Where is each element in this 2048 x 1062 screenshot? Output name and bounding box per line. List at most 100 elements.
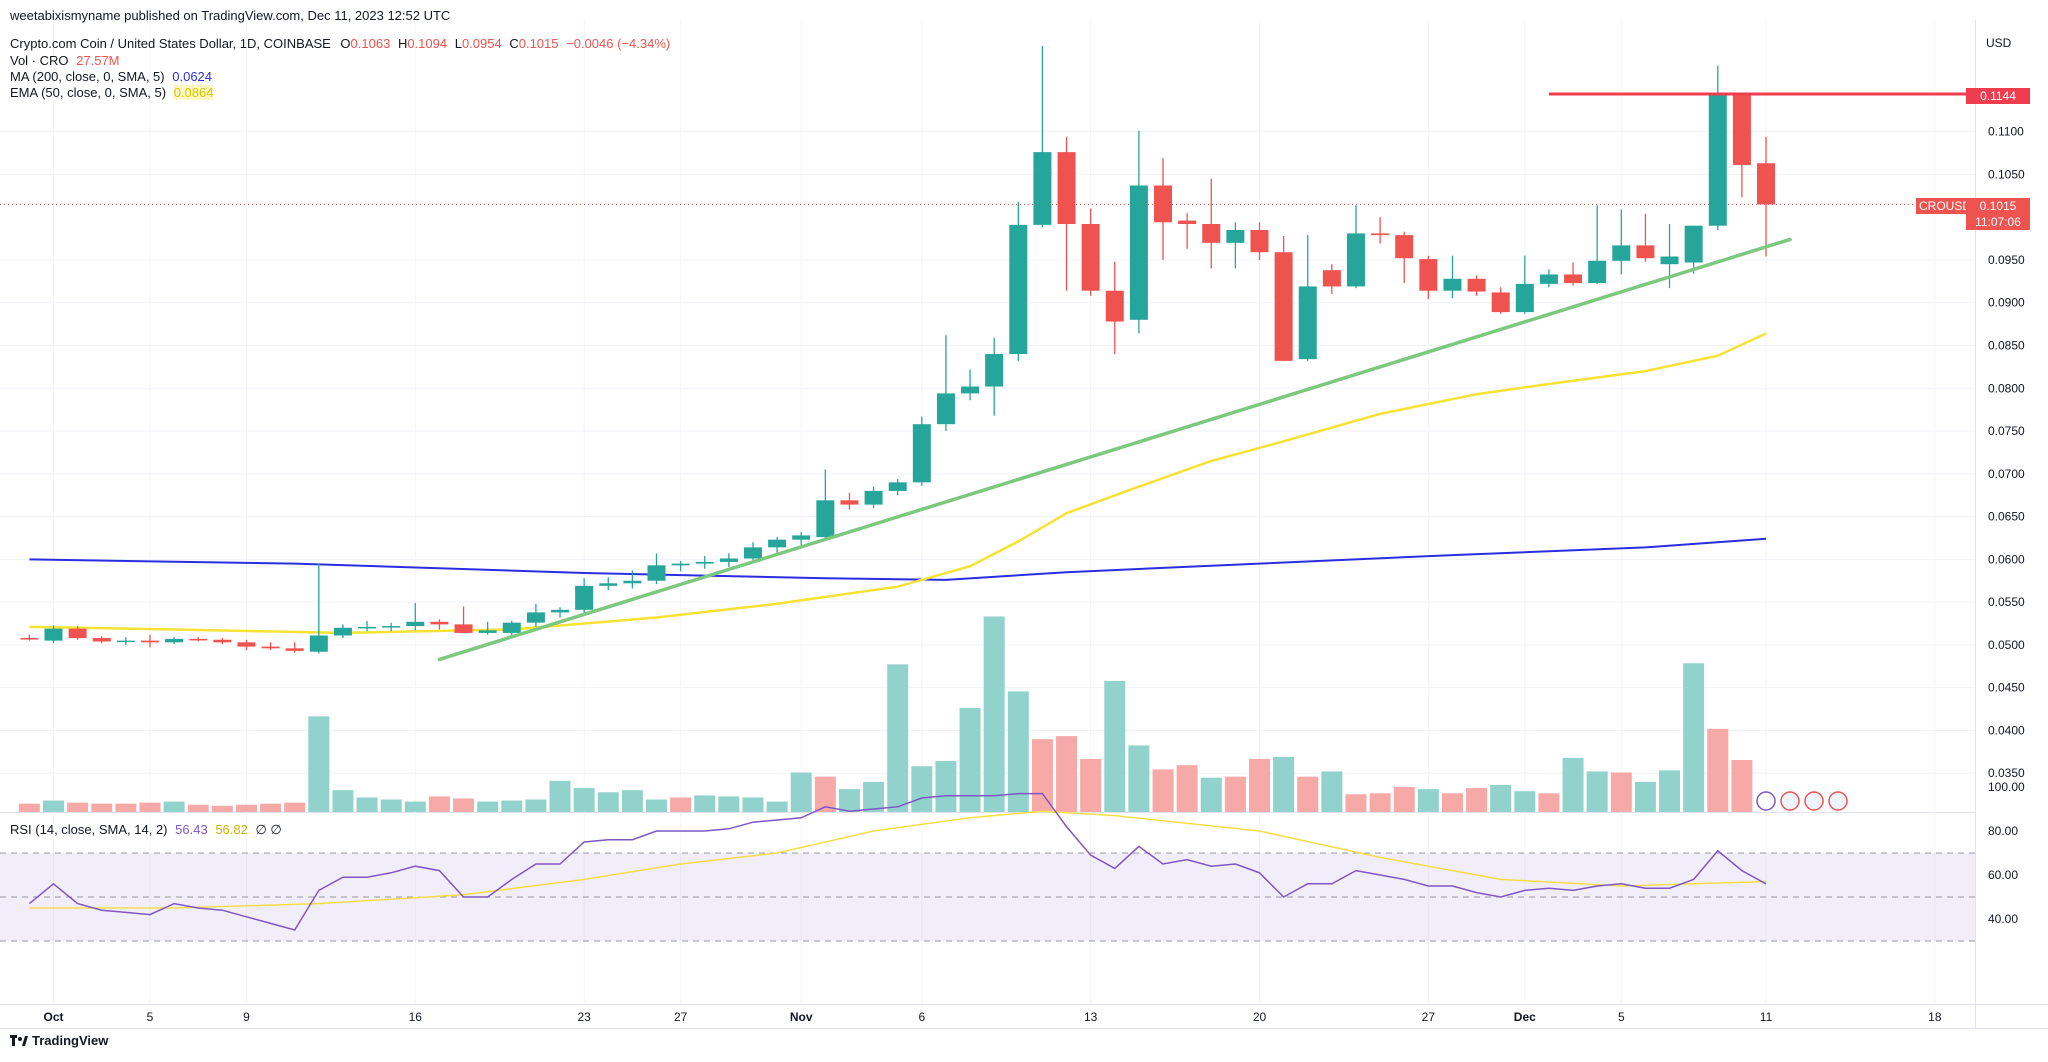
price-tick-label: 0.0600 (1988, 552, 2025, 566)
volume-bar (1080, 758, 1102, 812)
volume-bar (1441, 793, 1463, 812)
ema-legend[interactable]: EMA (50, close, 0, SMA, 5) 0.0864 (10, 85, 214, 100)
symbol-title[interactable]: Crypto.com Coin / United States Dollar, … (10, 36, 331, 51)
ema-label: EMA (50, close, 0, SMA, 5) (10, 85, 167, 100)
candle-body (864, 490, 883, 505)
volume-bar (621, 790, 643, 812)
volume-bar (1128, 745, 1150, 812)
volume-bar (959, 708, 981, 812)
rsi-legend[interactable]: RSI (14, close, SMA, 14, 2) 56.43 56.82 … (10, 822, 282, 838)
volume-bar (43, 800, 64, 812)
volume-bar (477, 801, 499, 812)
price-tick-label: 0.0700 (1988, 467, 2025, 481)
time-tick-label: 6 (918, 1010, 925, 1024)
volume-bar (1224, 776, 1246, 812)
candle-body (478, 630, 497, 633)
volume-bar (332, 790, 354, 812)
candle-body (1371, 233, 1390, 236)
published-line: weetabixismyname published on TradingVie… (10, 8, 451, 23)
volume-bar (1200, 777, 1222, 812)
rsi-ma-value: 56.82 (215, 822, 248, 837)
economic-event-flag-icon (1804, 791, 1824, 811)
candle-body (237, 642, 256, 647)
candle-body (1298, 286, 1317, 360)
time-tick-label: Nov (790, 1010, 813, 1024)
volume-bar (694, 795, 716, 812)
volume-bar (404, 801, 426, 812)
resistance-price-label: 0.1144 (1966, 88, 2030, 104)
price-tick-label: 0.0500 (1988, 638, 2025, 652)
volume-bar (1707, 728, 1729, 812)
time-tick-label: 20 (1253, 1010, 1267, 1024)
price-tick-label: 0.0450 (1988, 681, 2025, 695)
volume-bar (453, 798, 475, 812)
volume-bar (139, 802, 161, 812)
candle-body (671, 563, 690, 566)
time-tick-label: 18 (1928, 1010, 1942, 1024)
volume-bar (1321, 771, 1343, 812)
candle-body (1009, 224, 1028, 355)
volume-bar (1273, 756, 1295, 812)
volume-bar (1683, 663, 1705, 812)
candle-body (1322, 270, 1341, 287)
volume-bar (863, 781, 885, 812)
time-tick-label: 5 (1618, 1010, 1625, 1024)
volume-bar (1393, 787, 1415, 812)
candle-body (1491, 292, 1510, 313)
volume-bar (1659, 770, 1681, 812)
volume-bar (1562, 757, 1584, 812)
candle-body (985, 354, 1004, 387)
volume-bar (428, 796, 450, 812)
time-tick-label: 13 (1084, 1010, 1098, 1024)
support-trendline (437, 237, 1792, 662)
volume-bar (573, 788, 595, 812)
tradingview-brand[interactable]: TradingView (10, 1033, 108, 1048)
candle-body (189, 638, 208, 641)
candle-body (1226, 229, 1245, 243)
volume-bar (260, 803, 282, 812)
candle-body (551, 609, 570, 613)
candle-body (1612, 245, 1631, 261)
candle-body (92, 638, 111, 642)
candle-body (719, 558, 738, 562)
candle-body (647, 565, 666, 581)
candle-body (1708, 93, 1727, 226)
currency-label[interactable]: USD (1986, 36, 2012, 50)
rsi-tick-label: 80.00 (1988, 824, 2018, 838)
candle-body (575, 585, 594, 610)
candle-body (1178, 220, 1197, 224)
candle-body (140, 640, 159, 643)
volume-bar (380, 799, 402, 812)
candle-body (1636, 245, 1655, 259)
volume-bar (67, 802, 89, 812)
ema-value: 0.0864 (173, 85, 214, 100)
volume-bar (356, 797, 378, 812)
candle-body (936, 393, 955, 425)
volume-bar (814, 776, 836, 812)
economic-event-flag-icon (1780, 791, 1800, 811)
ohlc-close: 0.1015 (518, 36, 559, 51)
last-price-badge: 0.1015 (1966, 198, 2030, 214)
candle-body (1250, 229, 1269, 253)
volume-bar (1249, 758, 1270, 812)
candle-body (1564, 274, 1583, 284)
volume-bar (525, 799, 547, 812)
time-tick-label: 27 (1422, 1010, 1436, 1024)
ma-legend[interactable]: MA (200, close, 0, SMA, 5) 0.0624 (10, 69, 212, 84)
candle-body (1684, 225, 1703, 263)
volume-bar (187, 804, 209, 812)
price-tick-label: 0.0350 (1988, 766, 2025, 780)
rsi-tick-label: 60.00 (1988, 868, 2018, 882)
volume-bar (742, 797, 764, 812)
volume-bar (1634, 781, 1656, 812)
price-tick-label: 0.0950 (1988, 253, 2025, 267)
volume-legend[interactable]: Vol · CRO 27.57M (10, 53, 120, 68)
time-tick-label: Dec (1514, 1010, 1536, 1024)
symbol-legend: Crypto.com Coin / United States Dollar, … (10, 36, 671, 51)
price-tick-label: 0.1100 (1988, 125, 2024, 139)
candle-body (213, 639, 232, 643)
volume-bar (983, 616, 1005, 812)
candle-body (406, 621, 425, 627)
time-tick-label: 5 (147, 1010, 154, 1024)
